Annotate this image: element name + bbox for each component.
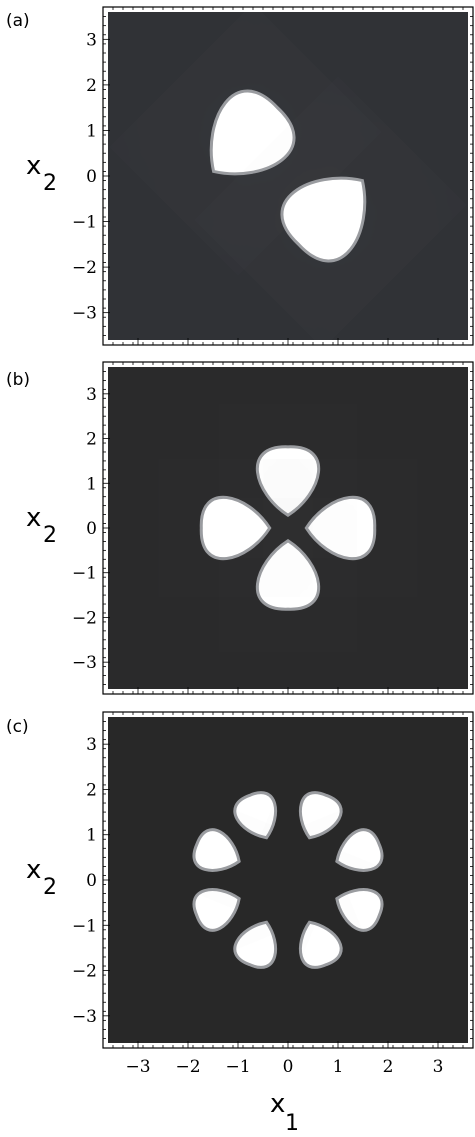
y-tick-label: 1 xyxy=(86,121,97,141)
lobe xyxy=(256,445,320,518)
heatmap-background xyxy=(108,717,468,1043)
panel-label: (c) xyxy=(6,717,29,737)
x-tick-label: −2 xyxy=(175,1057,200,1077)
lobe xyxy=(280,176,367,263)
lobe xyxy=(233,791,278,840)
y-tick-label: −3 xyxy=(72,304,97,324)
lobe xyxy=(298,920,343,969)
frame-ticks xyxy=(103,7,473,345)
y-tick-label: 1 xyxy=(86,826,97,846)
lobe xyxy=(304,496,377,560)
y-tick-label: −3 xyxy=(72,1007,97,1027)
y-axis-label: x xyxy=(26,503,41,533)
lobes xyxy=(207,85,369,267)
y-tick-label: 0 xyxy=(86,167,97,187)
x-axis-label: x xyxy=(270,1089,285,1119)
heatmap-background xyxy=(108,12,468,340)
y-tick-label: −2 xyxy=(72,962,97,982)
y-tick-label: 2 xyxy=(86,780,97,800)
x-tick-label: 3 xyxy=(433,1057,444,1077)
y-axis-label: x xyxy=(26,855,41,885)
x-axis-label-subscript: 1 xyxy=(285,1111,299,1136)
y-tick-label: −1 xyxy=(72,916,97,936)
y-tick-label: 3 xyxy=(86,735,97,755)
y-tick-label: 3 xyxy=(86,385,97,405)
lobe xyxy=(192,888,241,932)
lobe xyxy=(233,920,278,969)
lobe xyxy=(199,496,272,560)
heatmap-background xyxy=(108,367,468,689)
lobe xyxy=(298,791,343,840)
lobes xyxy=(191,789,385,971)
x-tick-label: 2 xyxy=(383,1057,394,1077)
y-axis-label-subscript: 2 xyxy=(43,875,57,900)
y-tick-label: −1 xyxy=(72,213,97,233)
y-tick-label: −2 xyxy=(72,258,97,278)
y-tick-label: −3 xyxy=(72,653,97,673)
frame-ticks xyxy=(103,362,473,694)
panel-label: (a) xyxy=(6,11,30,31)
y-tick-label: 0 xyxy=(86,519,97,539)
y-tick-label: 1 xyxy=(86,474,97,494)
y-tick-label: 2 xyxy=(86,430,97,450)
lobe xyxy=(335,828,384,872)
x-tick-label: −1 xyxy=(225,1057,250,1077)
panel-label: (b) xyxy=(6,370,30,390)
x-tick-label: −3 xyxy=(125,1057,150,1077)
y-axis-label-subscript: 2 xyxy=(43,171,57,196)
frame-ticks xyxy=(103,712,473,1048)
x-tick-label: 1 xyxy=(333,1057,344,1077)
lobe xyxy=(192,828,241,872)
lobe xyxy=(256,538,320,611)
y-tick-label: 2 xyxy=(86,76,97,96)
y-axis-label-subscript: 2 xyxy=(43,523,57,548)
y-tick-label: 3 xyxy=(86,30,97,50)
lobe xyxy=(209,89,296,176)
x-tick-label: 0 xyxy=(283,1057,294,1077)
lobe xyxy=(335,888,384,932)
lobes xyxy=(197,442,379,614)
y-axis-label: x xyxy=(26,151,41,181)
y-tick-label: 0 xyxy=(86,871,97,891)
y-tick-label: −1 xyxy=(72,564,97,584)
y-tick-label: −2 xyxy=(72,608,97,628)
